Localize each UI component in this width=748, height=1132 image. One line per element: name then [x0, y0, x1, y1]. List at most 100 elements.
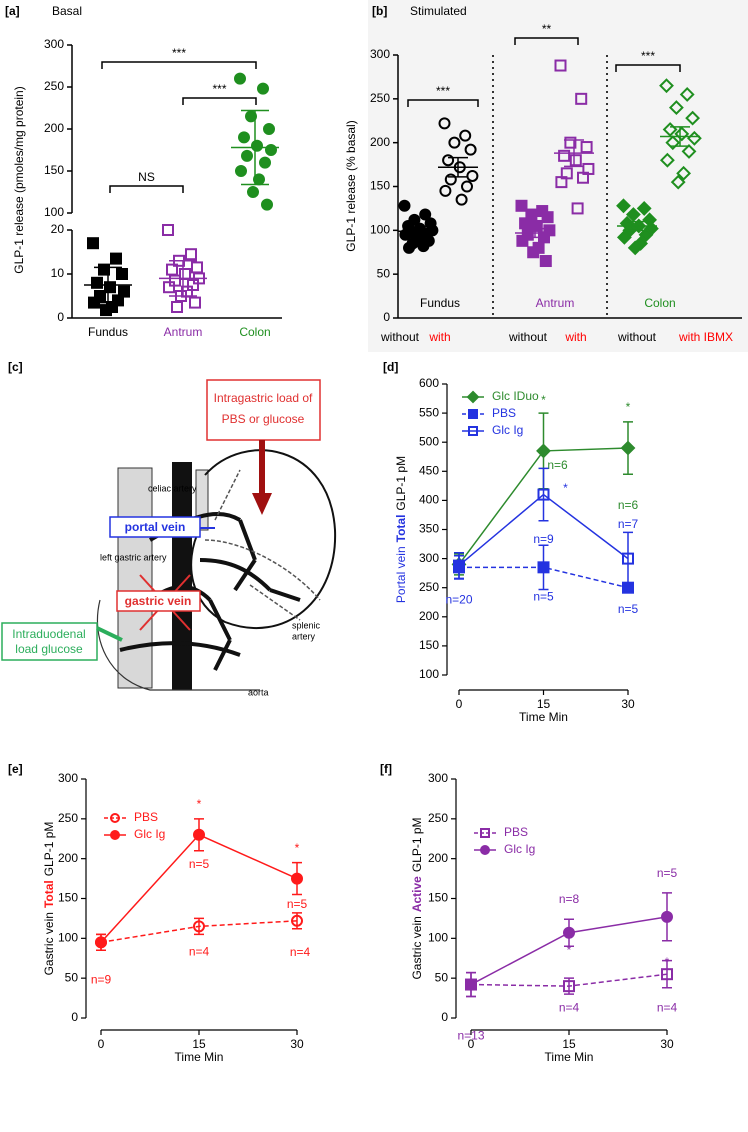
y-tick-label: 200 [428, 851, 448, 865]
x-tick-label: 0 [468, 1037, 475, 1051]
box-text: portal vein [125, 520, 186, 534]
legend-label: Glc Ig [134, 827, 165, 841]
marker [251, 139, 263, 152]
legend-marker [110, 830, 120, 840]
error-bar [448, 156, 468, 178]
marker [555, 176, 568, 189]
y-tick-label: 250 [58, 811, 78, 825]
panel-label: [d] [383, 360, 398, 374]
marker [636, 201, 652, 216]
marker [191, 261, 203, 274]
marker [104, 281, 116, 294]
y-tick-label: 50 [377, 266, 391, 280]
marker [438, 117, 451, 130]
y-tick-label: 150 [58, 891, 78, 905]
marker [398, 199, 411, 212]
y-tick-label: 100 [370, 223, 390, 237]
intraduodenal-box [1, 622, 98, 661]
marker [263, 123, 275, 135]
y-tick-label: 300 [370, 47, 390, 61]
y-label-part: GLP-1 pM [42, 822, 56, 877]
legend-label: PBS [134, 810, 158, 824]
n-label: n=9 [91, 972, 112, 986]
n-label: n=13 [457, 1029, 484, 1043]
marker [193, 920, 205, 933]
n-label: n=5 [533, 590, 554, 604]
y-tick-label: 550 [419, 405, 439, 419]
significance-label: *** [172, 46, 186, 60]
panel-label: [a] [5, 4, 20, 18]
n-label: n=4 [559, 1000, 580, 1014]
x-tick-label: 30 [621, 697, 635, 711]
y-tick-label: 100 [419, 667, 439, 681]
y-label-part: Active [410, 876, 424, 912]
marker [257, 82, 269, 95]
x-tick-label: 30 [290, 1037, 304, 1051]
y-label-part: GLP-1 pM [410, 817, 424, 872]
intragastric-box [206, 379, 321, 441]
marker [455, 193, 468, 206]
legend-marker [468, 426, 478, 436]
y-tick-label: 250 [44, 79, 64, 93]
marker [291, 872, 303, 885]
y-tick-label: 300 [44, 37, 64, 51]
legend-label: Glc IDuo [492, 389, 539, 403]
significance-label: NS [138, 170, 155, 184]
significance-star: * [567, 943, 572, 957]
marker [110, 252, 122, 265]
marker [403, 241, 415, 254]
gastric-vein-box [116, 590, 201, 612]
diagram-label: celiac artery [148, 483, 197, 493]
marker [247, 186, 259, 198]
y-tick-label: 300 [58, 771, 78, 785]
marker [525, 208, 538, 221]
anatomy-diagram: [c] Intragastric load of PBS or glucose … [1, 360, 337, 697]
x-tick-label: with IBMX [678, 330, 733, 344]
significance-bracket [182, 97, 257, 105]
marker [577, 171, 589, 184]
arrow [96, 626, 123, 642]
diagram-label: left gastric artery [100, 552, 167, 562]
x-tick-label: Colon [239, 325, 270, 339]
marker [564, 136, 577, 149]
error-bar [564, 139, 584, 168]
marker [530, 219, 543, 232]
marker [627, 240, 643, 256]
n-label: n=9 [533, 532, 554, 546]
marker [665, 135, 681, 151]
panel-label: [e] [8, 762, 23, 776]
marker [537, 488, 550, 501]
y-tick-label: 50 [435, 970, 449, 984]
legend-label: Glc Ig [504, 842, 535, 856]
panel-label: [f] [380, 762, 392, 776]
y-label-part: Gastric vein [42, 912, 56, 975]
significance-label: *** [641, 49, 655, 63]
n-label: n=8 [559, 892, 580, 906]
x-tick-label: 0 [98, 1037, 105, 1051]
error-bar [241, 109, 269, 186]
marker [659, 78, 674, 94]
panel-b-background [368, 0, 748, 352]
marker [461, 180, 473, 193]
y-tick-label: 350 [419, 522, 439, 536]
group-label: Colon [644, 296, 675, 310]
marker [453, 559, 465, 572]
y-tick-label: 100 [58, 931, 78, 945]
marker [620, 440, 636, 456]
n-label: n=20 [445, 593, 472, 607]
error-bar [538, 467, 549, 522]
marker [539, 255, 552, 268]
marker [185, 248, 197, 261]
marker [466, 169, 479, 182]
x-tick-label: Antrum [164, 325, 203, 339]
y-tick-label: 300 [428, 771, 448, 785]
marker [100, 304, 112, 317]
y-tick-label: 100 [428, 931, 448, 945]
marker [459, 129, 472, 142]
marker [448, 136, 461, 149]
marker [171, 301, 183, 313]
marker [563, 980, 575, 993]
error-bar [169, 260, 197, 297]
marker [575, 92, 588, 105]
n-label: n=4 [290, 945, 311, 959]
